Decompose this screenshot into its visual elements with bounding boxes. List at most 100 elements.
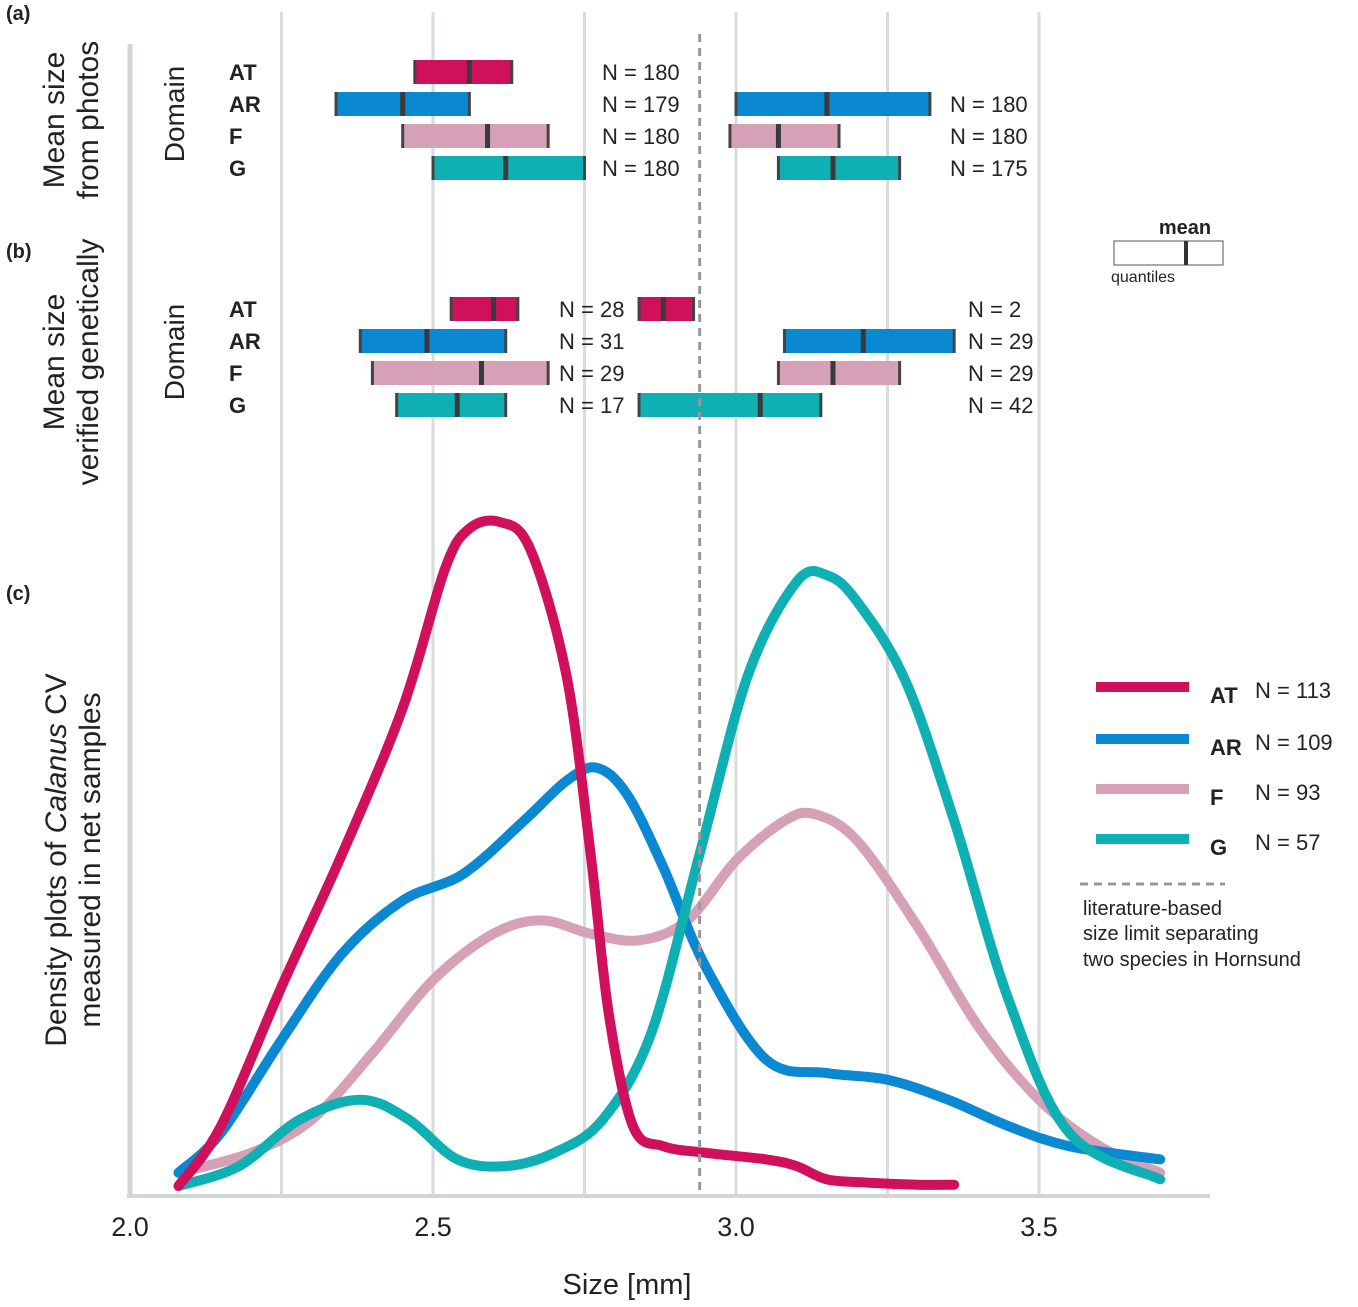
quantile-edge [401,124,405,148]
quantile-edge [898,156,902,180]
mean-mark [775,124,781,148]
quantile-edge [782,329,786,353]
x-axis-title: Size [mm] [563,1269,692,1301]
mean-mark [424,329,430,353]
density-curve-g [173,566,1166,1191]
quantile-box-f [372,361,549,385]
legend-code-f: F [1210,785,1223,810]
panel-b-title-line1: Mean size [38,294,71,431]
quantile-edge [837,124,841,148]
x-tick-label: 3.0 [717,1212,755,1242]
legend-n-ar: N = 109 [1255,730,1333,755]
quantile-edge [395,393,399,417]
density-curve-at [173,515,960,1191]
domain-label-f: F [229,124,242,149]
panel-b-title: Mean size verified genetically [38,239,105,486]
mean-mark [824,92,830,116]
quantile-edge [431,156,435,180]
quantile-edge [467,92,471,116]
n-label: N = 31 [559,329,624,354]
panel-a-title-line1: Mean size [38,52,71,189]
quantile-box-ar [784,329,955,353]
mean-mark [860,329,866,353]
legend-n-at: N = 113 [1255,678,1331,703]
quantile-edge [358,329,362,353]
quantile-box-at [451,297,518,321]
panel-a-title: Mean size from photos [38,41,105,199]
x-tick-label: 2.0 [111,1212,149,1242]
quantile-edge [546,124,550,148]
mean-mark [491,297,497,321]
density-curve-f [173,807,1166,1178]
domain-label-g: G [229,156,246,181]
quantile-edge [504,329,508,353]
legend: AT N = 113 AR N = 109 F N = 93 G N = 57 [1096,678,1333,860]
quantile-edge [583,156,586,180]
legend-note-line2: size limit separating [1083,923,1259,945]
panel-c-title-italic: Calanus [40,723,73,833]
mean-mark [660,297,666,321]
legend-note-line1: literature-based [1083,898,1222,920]
legend-code-g: G [1210,835,1227,860]
domain-label-f: F [229,361,242,386]
quantile-box-g [639,393,821,417]
legend-n-g: N = 57 [1255,830,1320,855]
n-label: N = 17 [559,393,624,418]
quantile-edge [952,329,956,353]
box-key: mean quantiles [1111,217,1224,286]
legend-code-ar: AR [1210,735,1242,760]
panel-c-tag: (c) [6,583,30,605]
x-tick-labels: 2.0 2.5 3.0 3.5 [111,1212,1058,1242]
quantile-box-g [433,156,585,180]
panel-c-title-line1: Density plots of Calanus CV [40,673,73,1047]
quantile-edge [413,60,417,84]
x-tick-label: 2.5 [414,1212,452,1242]
mean-mark [503,156,509,180]
legend-note-line3: two species in Hornsund [1083,949,1301,971]
mean-mark [830,361,836,385]
legend-code-at: AT [1210,683,1238,708]
quantile-box-ar [360,329,506,353]
panel-b-tag: (b) [6,241,32,263]
n-label: N = 42 [968,393,1033,418]
x-tick-label: 3.5 [1020,1212,1058,1242]
legend-n-f: N = 93 [1255,780,1320,805]
key-box [1113,240,1224,266]
panel-b-domain-title: Domain [159,304,190,400]
quantile-edge [637,297,641,321]
quantile-box-f [778,361,900,385]
n-label: N = 29 [559,361,624,386]
quantile-box-at [639,297,694,321]
panel-c-title-suffix: CV [40,673,73,723]
quantile-box-f [729,124,840,148]
quantile-box-ar [736,92,930,116]
mean-mark [830,156,836,180]
quantile-box-g [396,393,506,417]
quantile-edge [776,156,780,180]
n-label: N = 29 [968,361,1033,386]
quantile-edge [898,361,902,385]
n-label: N = 180 [950,92,1028,117]
domain-label-ar: AR [229,329,261,354]
domain-label-at: AT [229,60,257,85]
n-label: N = 28 [559,297,624,322]
quantile-box-f [402,124,549,148]
n-label: N = 2 [968,297,1021,322]
quantile-edge [449,297,453,321]
mean-mark [466,60,472,84]
quantile-edge [776,361,780,385]
key-mean-label: mean [1159,217,1211,239]
panel-c-title-line2: measured in net samples [74,692,107,1027]
domain-label-g: G [229,393,246,418]
quantile-edge [928,92,932,116]
panel-c-title-prefix: Density plots of [40,833,73,1046]
mean-mark [757,393,763,417]
n-label: N = 180 [602,60,680,85]
quantile-edge [504,393,508,417]
panel-c-title: Density plots of Calanus CV measured in … [40,673,107,1047]
quantile-edge [734,92,738,116]
density-curve-ar [173,762,1166,1178]
quantile-edge [516,297,520,321]
